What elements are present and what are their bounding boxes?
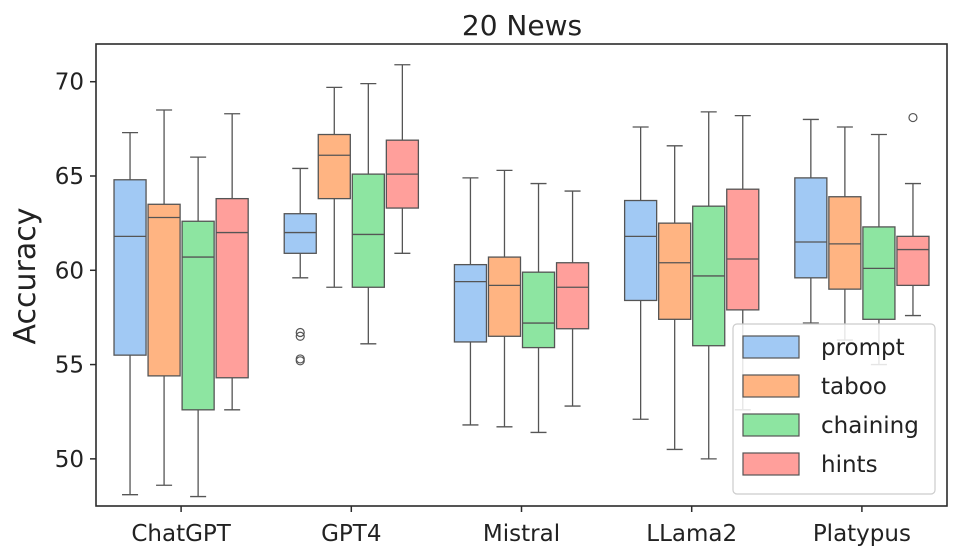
y-tick-label-60: 60 xyxy=(55,258,84,284)
y-tick-label-65: 65 xyxy=(55,164,84,190)
iqr-box-hints-mistral xyxy=(555,262,590,330)
box-chaining-mistral xyxy=(521,182,556,434)
legend: prompt taboo chaining hints xyxy=(732,323,936,495)
legend-swatch-hints xyxy=(742,452,800,476)
box-taboo-gpt4 xyxy=(317,86,351,288)
iqr-box-prompt-platypus xyxy=(794,177,828,279)
y-axis: 50 55 60 65 70 xyxy=(55,70,96,473)
legend-label-chaining: chaining xyxy=(821,413,919,439)
x-tick-label-mistral: Mistral xyxy=(483,521,560,547)
box-taboo-chatgpt xyxy=(147,109,181,486)
chart-title: 20 News xyxy=(462,9,582,42)
iqr-box-taboo-chatgpt xyxy=(147,203,181,377)
legend-label-prompt: prompt xyxy=(821,335,905,361)
box-hints-chatgpt xyxy=(215,113,249,411)
box-hints-mistral xyxy=(555,190,590,407)
iqr-box-taboo-llama2 xyxy=(658,222,692,320)
box-prompt-mistral xyxy=(453,177,488,426)
iqr-box-chaining-mistral xyxy=(521,271,556,349)
legend-frame xyxy=(732,323,936,495)
x-axis: ChatGPT GPT4 Mistral LLama2 Platypus xyxy=(131,506,911,547)
box-taboo-mistral xyxy=(487,169,522,428)
y-tick-label-50: 50 xyxy=(55,447,84,473)
x-tick-label-gpt4: GPT4 xyxy=(321,521,381,547)
iqr-box-chaining-chatgpt xyxy=(181,220,215,411)
iqr-box-hints-chatgpt xyxy=(215,197,249,379)
box-prompt-chatgpt xyxy=(113,131,147,496)
iqr-box-chaining-gpt4 xyxy=(351,173,385,288)
x-tick-label-platypus: Platypus xyxy=(813,521,911,547)
outlier-prompt-gpt4-1 xyxy=(295,327,305,338)
box-hints-llama2 xyxy=(726,115,760,411)
iqr-box-taboo-gpt4 xyxy=(317,133,351,200)
x-tick-label-chatgpt: ChatGPT xyxy=(131,521,231,547)
box-hints-platypus xyxy=(896,112,930,317)
box-prompt-platypus xyxy=(794,118,828,324)
legend-label-hints: hints xyxy=(821,452,878,478)
box-chaining-gpt4 xyxy=(351,82,385,345)
legend-swatch-taboo xyxy=(742,374,800,398)
box-chaining-llama2 xyxy=(692,111,726,460)
box-hints-gpt4 xyxy=(385,64,420,254)
iqr-box-taboo-mistral xyxy=(487,256,522,337)
iqr-box-chaining-platypus xyxy=(862,226,896,320)
box-prompt-llama2 xyxy=(623,126,658,420)
outlier-hints-platypus-0 xyxy=(908,112,918,123)
iqr-box-prompt-chatgpt xyxy=(113,179,147,356)
legend-label-taboo: taboo xyxy=(821,374,887,400)
box-taboo-platypus xyxy=(828,126,862,341)
iqr-box-hints-platypus xyxy=(896,235,930,287)
outlier-prompt-gpt4-3 xyxy=(295,354,305,364)
y-axis-label: Accuracy xyxy=(8,208,43,345)
box-taboo-llama2 xyxy=(658,145,692,451)
y-tick-label-55: 55 xyxy=(55,353,84,379)
x-tick-label-llama2: LLama2 xyxy=(646,521,737,547)
box-prompt-gpt4 xyxy=(283,167,317,366)
box-chaining-chatgpt xyxy=(181,156,215,498)
iqr-box-prompt-mistral xyxy=(453,263,488,343)
iqr-box-hints-llama2 xyxy=(726,188,760,311)
plot-area xyxy=(113,64,930,498)
legend-swatch-prompt xyxy=(742,335,800,359)
y-tick-label-70: 70 xyxy=(55,70,84,96)
legend-swatch-chaining xyxy=(742,413,800,437)
iqr-box-prompt-llama2 xyxy=(623,199,658,302)
outlier-prompt-gpt4-0 xyxy=(295,331,305,341)
outlier-prompt-gpt4-2 xyxy=(295,356,305,366)
iqr-box-prompt-gpt4 xyxy=(283,213,317,254)
iqr-box-taboo-platypus xyxy=(828,196,862,290)
